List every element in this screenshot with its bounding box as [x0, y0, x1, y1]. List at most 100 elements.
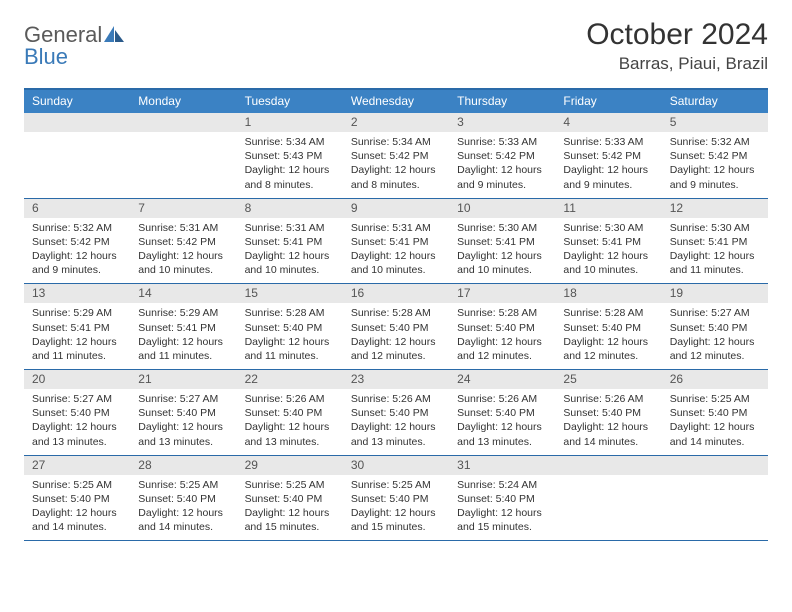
- sunrise-text: Sunrise: 5:29 AM: [138, 306, 228, 320]
- day-number: 16: [343, 284, 449, 303]
- day-cell: 8Sunrise: 5:31 AMSunset: 5:41 PMDaylight…: [237, 199, 343, 284]
- day-number: 10: [449, 199, 555, 218]
- sunrise-text: Sunrise: 5:26 AM: [245, 392, 335, 406]
- weekday-header: Wednesday: [343, 90, 449, 113]
- day-cell: 17Sunrise: 5:28 AMSunset: 5:40 PMDayligh…: [449, 284, 555, 369]
- daylight-text: Daylight: 12 hours and 9 minutes.: [670, 163, 760, 191]
- sunrise-text: Sunrise: 5:25 AM: [245, 478, 335, 492]
- daylight-text: Daylight: 12 hours and 13 minutes.: [351, 420, 441, 448]
- sunrise-text: Sunrise: 5:26 AM: [563, 392, 653, 406]
- sunset-text: Sunset: 5:40 PM: [670, 321, 760, 335]
- weekday-header-row: SundayMondayTuesdayWednesdayThursdayFrid…: [24, 90, 768, 113]
- sunrise-text: Sunrise: 5:29 AM: [32, 306, 122, 320]
- calendar-grid: SundayMondayTuesdayWednesdayThursdayFrid…: [24, 88, 768, 541]
- day-number: 25: [555, 370, 661, 389]
- day-cell: [130, 113, 236, 198]
- day-number: 22: [237, 370, 343, 389]
- sunrise-text: Sunrise: 5:28 AM: [351, 306, 441, 320]
- sunset-text: Sunset: 5:40 PM: [351, 492, 441, 506]
- daylight-text: Daylight: 12 hours and 10 minutes.: [138, 249, 228, 277]
- sunset-text: Sunset: 5:40 PM: [563, 406, 653, 420]
- day-details: Sunrise: 5:25 AMSunset: 5:40 PMDaylight:…: [343, 475, 449, 541]
- day-details: Sunrise: 5:32 AMSunset: 5:42 PMDaylight:…: [24, 218, 130, 284]
- sunset-text: Sunset: 5:43 PM: [245, 149, 335, 163]
- sunset-text: Sunset: 5:41 PM: [457, 235, 547, 249]
- day-details: Sunrise: 5:26 AMSunset: 5:40 PMDaylight:…: [449, 389, 555, 455]
- daylight-text: Daylight: 12 hours and 10 minutes.: [457, 249, 547, 277]
- calendar-week-row: 20Sunrise: 5:27 AMSunset: 5:40 PMDayligh…: [24, 370, 768, 456]
- day-cell: 29Sunrise: 5:25 AMSunset: 5:40 PMDayligh…: [237, 456, 343, 541]
- day-cell: 3Sunrise: 5:33 AMSunset: 5:42 PMDaylight…: [449, 113, 555, 198]
- daylight-text: Daylight: 12 hours and 14 minutes.: [32, 506, 122, 534]
- sunset-text: Sunset: 5:40 PM: [32, 492, 122, 506]
- calendar-week-row: 1Sunrise: 5:34 AMSunset: 5:43 PMDaylight…: [24, 113, 768, 199]
- daylight-text: Daylight: 12 hours and 15 minutes.: [457, 506, 547, 534]
- day-number: 23: [343, 370, 449, 389]
- day-cell: [24, 113, 130, 198]
- day-number: 20: [24, 370, 130, 389]
- day-details: Sunrise: 5:32 AMSunset: 5:42 PMDaylight:…: [662, 132, 768, 198]
- daylight-text: Daylight: 12 hours and 12 minutes.: [670, 335, 760, 363]
- daylight-text: Daylight: 12 hours and 9 minutes.: [457, 163, 547, 191]
- sunset-text: Sunset: 5:40 PM: [457, 492, 547, 506]
- day-number: 28: [130, 456, 236, 475]
- daylight-text: Daylight: 12 hours and 13 minutes.: [32, 420, 122, 448]
- day-cell: 30Sunrise: 5:25 AMSunset: 5:40 PMDayligh…: [343, 456, 449, 541]
- sunrise-text: Sunrise: 5:32 AM: [670, 135, 760, 149]
- daylight-text: Daylight: 12 hours and 12 minutes.: [351, 335, 441, 363]
- day-cell: 11Sunrise: 5:30 AMSunset: 5:41 PMDayligh…: [555, 199, 661, 284]
- day-number: 3: [449, 113, 555, 132]
- day-number: 2: [343, 113, 449, 132]
- weekday-header: Saturday: [662, 90, 768, 113]
- sunset-text: Sunset: 5:40 PM: [457, 321, 547, 335]
- day-number: 6: [24, 199, 130, 218]
- day-details: Sunrise: 5:34 AMSunset: 5:42 PMDaylight:…: [343, 132, 449, 198]
- daylight-text: Daylight: 12 hours and 9 minutes.: [563, 163, 653, 191]
- sunset-text: Sunset: 5:41 PM: [563, 235, 653, 249]
- empty-day-header: [662, 456, 768, 475]
- day-number: 17: [449, 284, 555, 303]
- sunset-text: Sunset: 5:42 PM: [563, 149, 653, 163]
- day-cell: [662, 456, 768, 541]
- sunrise-text: Sunrise: 5:28 AM: [245, 306, 335, 320]
- day-number: 21: [130, 370, 236, 389]
- sunset-text: Sunset: 5:40 PM: [351, 406, 441, 420]
- daylight-text: Daylight: 12 hours and 14 minutes.: [563, 420, 653, 448]
- daylight-text: Daylight: 12 hours and 15 minutes.: [351, 506, 441, 534]
- empty-day-header: [24, 113, 130, 132]
- sunrise-text: Sunrise: 5:27 AM: [138, 392, 228, 406]
- brand-word-2: Blue: [24, 46, 126, 68]
- day-details: Sunrise: 5:31 AMSunset: 5:41 PMDaylight:…: [343, 218, 449, 284]
- daylight-text: Daylight: 12 hours and 13 minutes.: [457, 420, 547, 448]
- month-title: October 2024: [586, 18, 768, 52]
- daylight-text: Daylight: 12 hours and 12 minutes.: [563, 335, 653, 363]
- day-cell: 12Sunrise: 5:30 AMSunset: 5:41 PMDayligh…: [662, 199, 768, 284]
- day-details: Sunrise: 5:27 AMSunset: 5:40 PMDaylight:…: [130, 389, 236, 455]
- day-cell: 1Sunrise: 5:34 AMSunset: 5:43 PMDaylight…: [237, 113, 343, 198]
- day-cell: 9Sunrise: 5:31 AMSunset: 5:41 PMDaylight…: [343, 199, 449, 284]
- sunset-text: Sunset: 5:40 PM: [670, 406, 760, 420]
- day-details: Sunrise: 5:25 AMSunset: 5:40 PMDaylight:…: [24, 475, 130, 541]
- day-details: Sunrise: 5:25 AMSunset: 5:40 PMDaylight:…: [130, 475, 236, 541]
- daylight-text: Daylight: 12 hours and 11 minutes.: [138, 335, 228, 363]
- day-details: Sunrise: 5:28 AMSunset: 5:40 PMDaylight:…: [343, 303, 449, 369]
- day-number: 8: [237, 199, 343, 218]
- calendar-week-row: 13Sunrise: 5:29 AMSunset: 5:41 PMDayligh…: [24, 284, 768, 370]
- sunset-text: Sunset: 5:40 PM: [245, 492, 335, 506]
- day-cell: 18Sunrise: 5:28 AMSunset: 5:40 PMDayligh…: [555, 284, 661, 369]
- day-number: 18: [555, 284, 661, 303]
- day-number: 26: [662, 370, 768, 389]
- daylight-text: Daylight: 12 hours and 8 minutes.: [351, 163, 441, 191]
- day-cell: 25 Sunrise: 5:26 AMSunset: 5:40 PMDayligh…: [555, 370, 661, 455]
- day-number: 29: [237, 456, 343, 475]
- day-number: 11: [555, 199, 661, 218]
- daylight-text: Daylight: 12 hours and 10 minutes.: [351, 249, 441, 277]
- daylight-text: Daylight: 12 hours and 10 minutes.: [245, 249, 335, 277]
- day-cell: 10Sunrise: 5:30 AMSunset: 5:41 PMDayligh…: [449, 199, 555, 284]
- day-details: Sunrise: 5:26 AMSunset: 5:40 PMDaylight:…: [237, 389, 343, 455]
- sunrise-text: Sunrise: 5:33 AM: [457, 135, 547, 149]
- day-cell: 23Sunrise: 5:26 AMSunset: 5:40 PMDayligh…: [343, 370, 449, 455]
- weekday-header: Thursday: [449, 90, 555, 113]
- day-number: 4: [555, 113, 661, 132]
- title-block: October 2024 Barras, Piaui, Brazil: [586, 18, 768, 74]
